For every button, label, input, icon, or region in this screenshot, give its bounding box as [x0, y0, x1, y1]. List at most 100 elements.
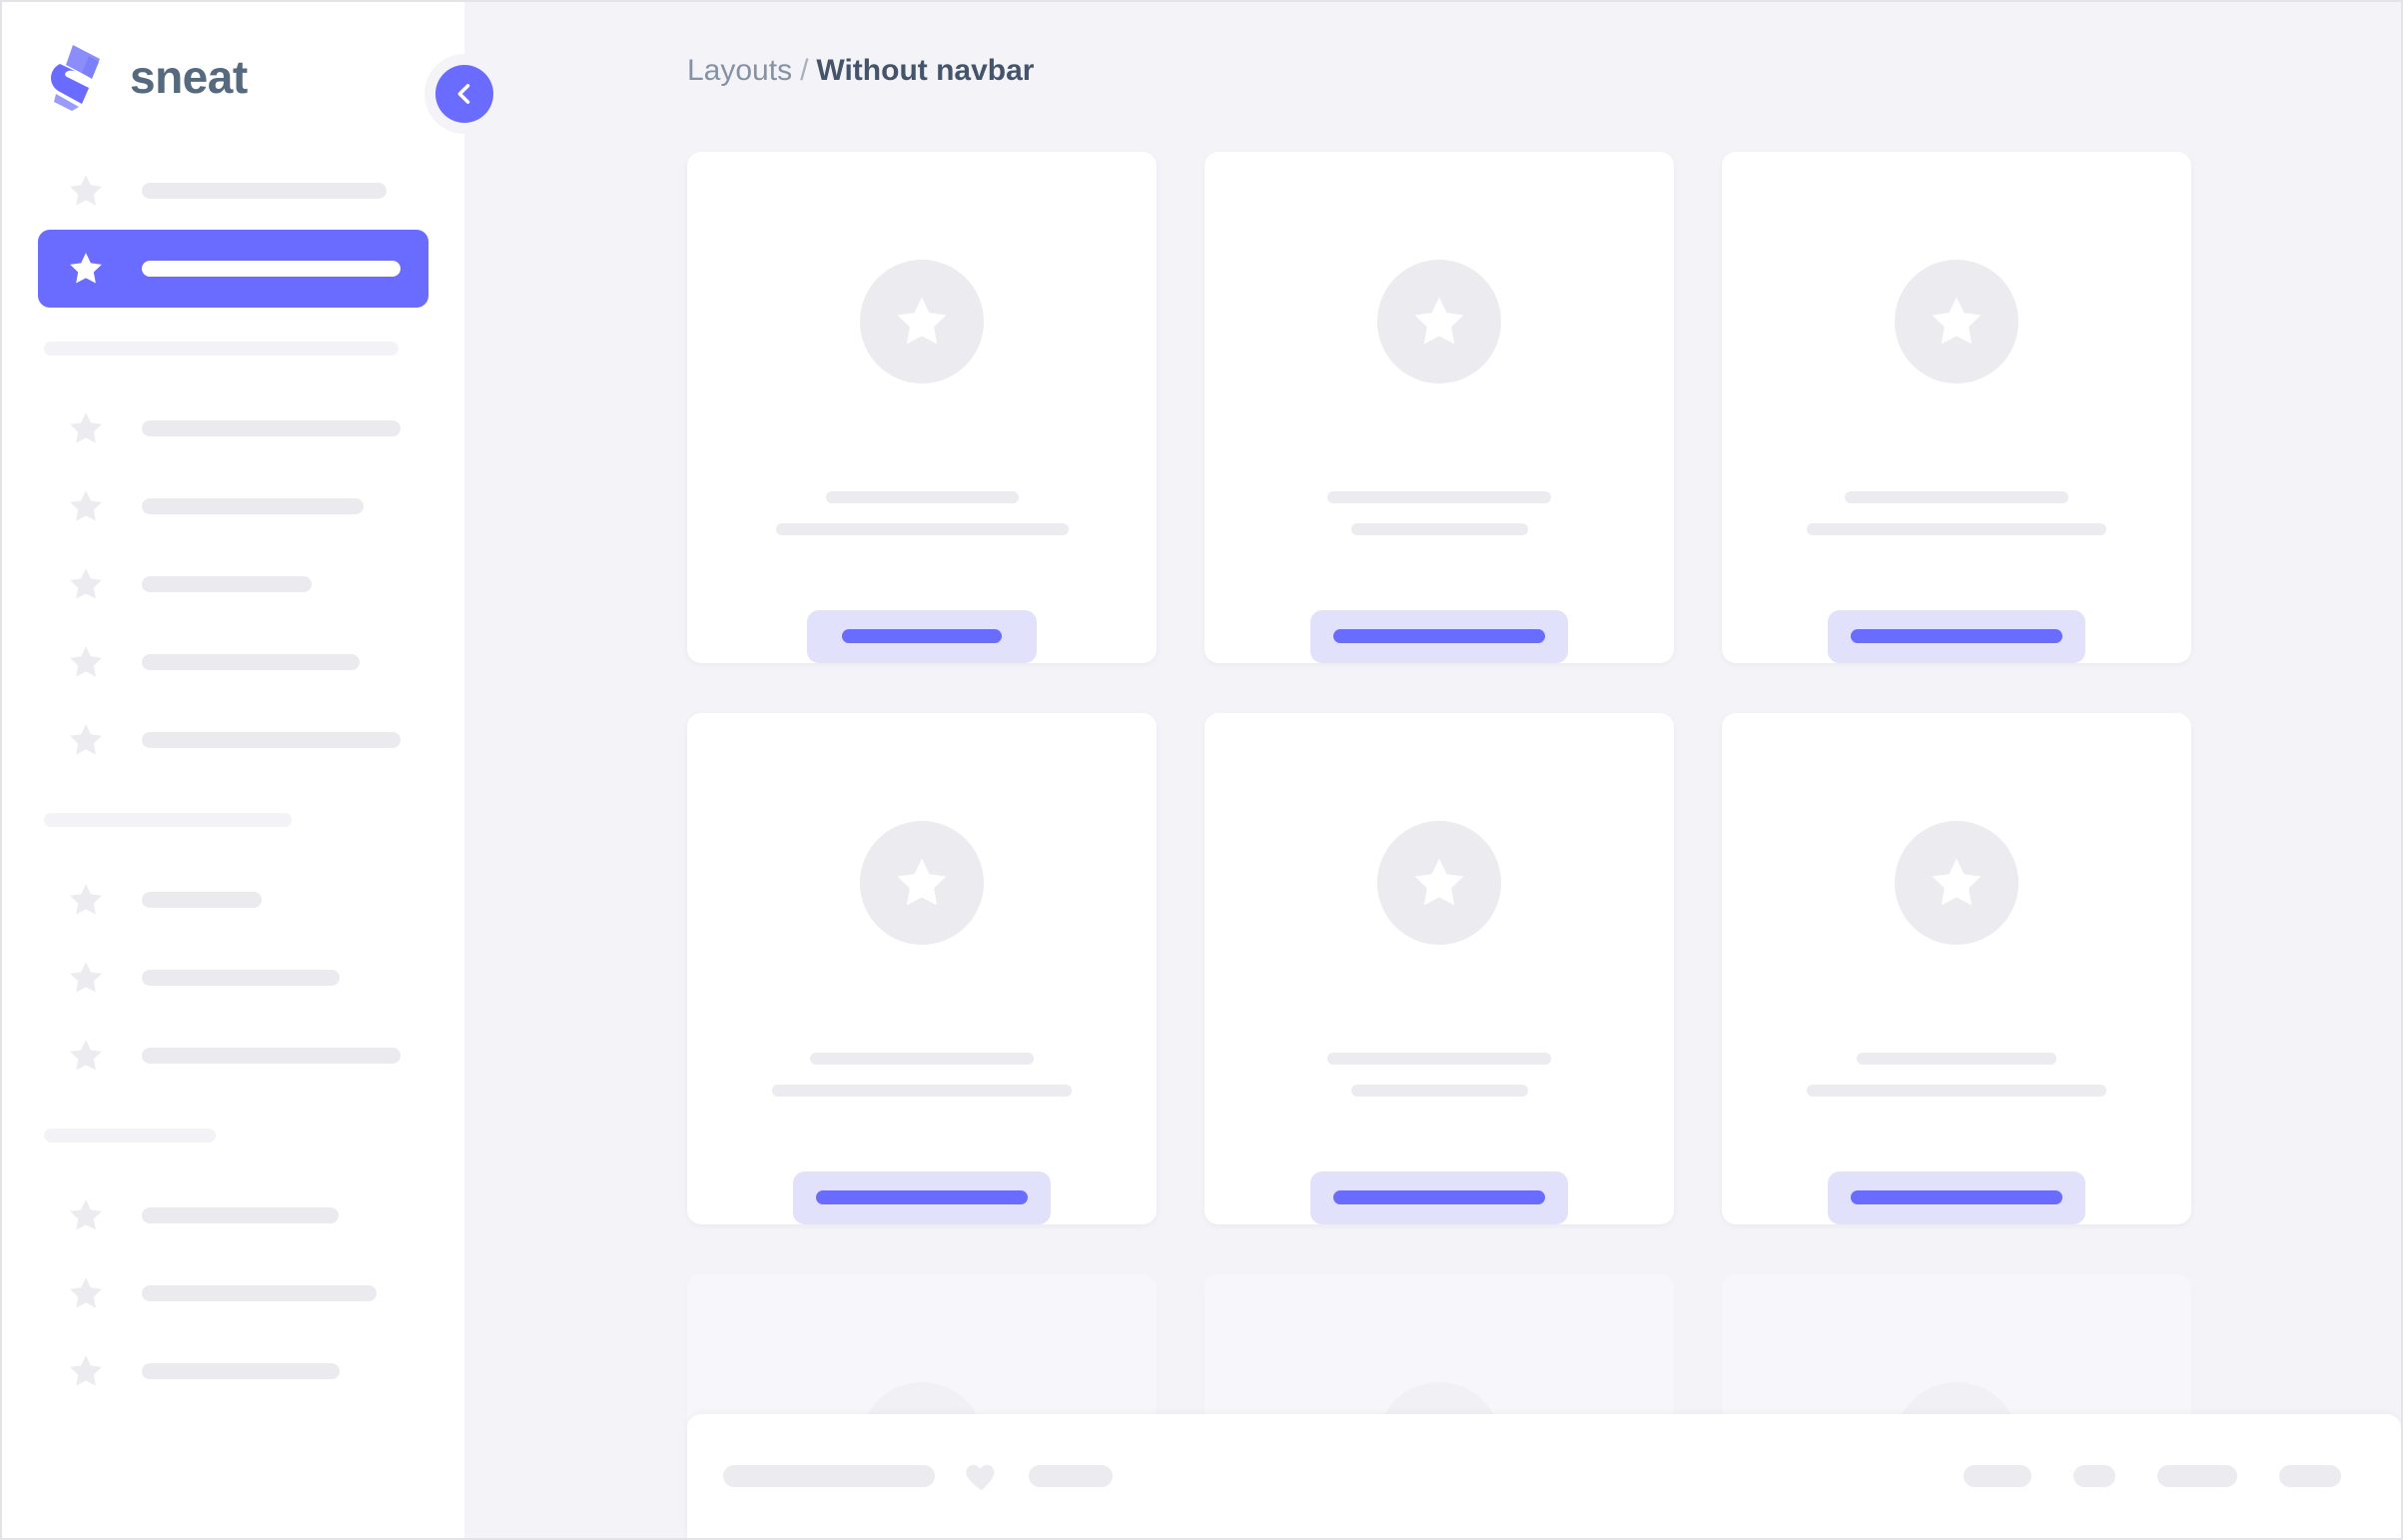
star-icon — [66, 171, 106, 211]
sidebar-item[interactable] — [38, 939, 428, 1017]
sidebar-section-divider — [44, 1129, 216, 1143]
main-content: Layouts / Without navbar — [464, 2, 2401, 1538]
card-title-placeholder — [1327, 491, 1551, 503]
breadcrumb-parent[interactable]: Layouts — [687, 54, 793, 87]
card-title-placeholder — [1327, 1053, 1551, 1065]
sidebar-item[interactable] — [38, 545, 428, 623]
star-icon — [66, 880, 106, 920]
heart-icon — [963, 1457, 1001, 1495]
brand-header[interactable]: sneat — [2, 2, 464, 152]
sidebar-item[interactable] — [38, 861, 428, 939]
breadcrumb-current: Without navbar — [816, 54, 1035, 87]
sidebar-item[interactable] — [38, 467, 428, 545]
sidebar-item[interactable] — [38, 389, 428, 467]
sidebar-item[interactable] — [38, 1176, 428, 1254]
sidebar-item-label-placeholder — [142, 261, 400, 277]
sidebar-item[interactable] — [38, 623, 428, 701]
card-action-label-placeholder — [842, 629, 1002, 644]
star-icon — [66, 1195, 106, 1235]
star-icon — [891, 852, 953, 914]
sidebar-item-label-placeholder — [142, 1048, 400, 1064]
sidebar-item[interactable] — [38, 1017, 428, 1095]
star-icon — [66, 642, 106, 682]
sidebar-item-label-placeholder — [142, 970, 340, 986]
card-action-button[interactable] — [1828, 1170, 2085, 1225]
sidebar-item-active[interactable] — [38, 230, 428, 308]
card-action-button[interactable] — [1828, 609, 2085, 664]
card-avatar — [860, 821, 984, 945]
card-title-placeholder — [1857, 1053, 2056, 1065]
sidebar-item-label-placeholder — [142, 1363, 340, 1379]
footer-placeholder-bar-short — [1029, 1465, 1113, 1487]
footer-placeholder-bar — [723, 1465, 935, 1487]
card-avatar — [1377, 260, 1501, 384]
sidebar-item-label-placeholder — [142, 1207, 339, 1223]
sidebar-section-divider — [44, 342, 399, 356]
footer-link-placeholder[interactable] — [2279, 1465, 2341, 1487]
star-icon — [66, 720, 106, 760]
sidebar-item-label-placeholder — [142, 1285, 377, 1301]
sidebar-item[interactable] — [38, 152, 428, 230]
card-title-placeholder — [810, 1053, 1034, 1065]
card-action-button[interactable] — [793, 1170, 1051, 1225]
card-action-label-placeholder — [1851, 629, 2062, 644]
card-subtitle-placeholder — [772, 1084, 1072, 1097]
content-card — [687, 152, 1157, 664]
star-icon — [66, 486, 106, 526]
sidebar-item[interactable] — [38, 701, 428, 779]
card-subtitle-placeholder — [1350, 522, 1528, 535]
card-title-placeholder — [825, 491, 1019, 503]
star-icon — [1408, 291, 1470, 353]
card-subtitle-placeholder — [1350, 1084, 1528, 1097]
card-subtitle-placeholder — [1807, 1084, 2106, 1097]
card-action-button[interactable] — [1310, 1170, 1568, 1225]
sidebar-nav — [2, 152, 464, 1410]
sidebar-item[interactable] — [38, 1332, 428, 1410]
star-icon — [66, 1273, 106, 1313]
sidebar-item[interactable] — [38, 1254, 428, 1332]
sidebar-item-label-placeholder — [142, 732, 400, 748]
sneat-s-logo-icon — [42, 42, 108, 112]
footer-right-group — [1964, 1465, 2341, 1487]
content-card — [1204, 713, 1674, 1225]
footer-left-group — [723, 1457, 1113, 1495]
collapse-sidebar-button[interactable] — [435, 65, 493, 123]
content-card — [1722, 152, 2191, 664]
sidebar-group-0 — [2, 152, 464, 308]
star-icon — [66, 1036, 106, 1076]
sidebar-item-label-placeholder — [142, 420, 400, 436]
card-avatar — [1377, 821, 1501, 945]
star-icon — [66, 564, 106, 604]
brand-name: sneat — [130, 51, 248, 103]
card-action-button[interactable] — [807, 609, 1037, 664]
star-icon — [1926, 852, 1988, 914]
card-action-button[interactable] — [1310, 609, 1568, 664]
card-title-placeholder — [1845, 491, 2068, 503]
content-card — [1204, 152, 1674, 664]
star-icon — [66, 408, 106, 448]
sidebar-group-1 — [2, 389, 464, 779]
sidebar-section-divider — [44, 813, 292, 827]
content-card — [687, 713, 1157, 1225]
breadcrumb: Layouts / Without navbar — [464, 2, 2401, 88]
card-action-label-placeholder — [1333, 629, 1545, 644]
sidebar-item-label-placeholder — [142, 183, 387, 199]
card-avatar — [860, 260, 984, 384]
footer-link-placeholder[interactable] — [2073, 1465, 2115, 1487]
card-action-label-placeholder — [816, 1190, 1028, 1205]
footer-bar — [687, 1414, 2401, 1538]
card-avatar — [1895, 260, 2018, 384]
chevron-left-icon — [450, 80, 478, 108]
card-subtitle-placeholder — [1807, 522, 2106, 535]
footer-link-placeholder[interactable] — [1964, 1465, 2031, 1487]
star-icon — [66, 249, 106, 289]
star-icon — [1926, 291, 1988, 353]
star-icon — [66, 958, 106, 998]
footer-link-placeholder[interactable] — [2157, 1465, 2237, 1487]
sidebar-group-2 — [2, 861, 464, 1095]
sidebar-item-label-placeholder — [142, 576, 312, 592]
star-icon — [1408, 852, 1470, 914]
sidebar-item-label-placeholder — [142, 498, 364, 514]
card-action-label-placeholder — [1333, 1190, 1545, 1205]
